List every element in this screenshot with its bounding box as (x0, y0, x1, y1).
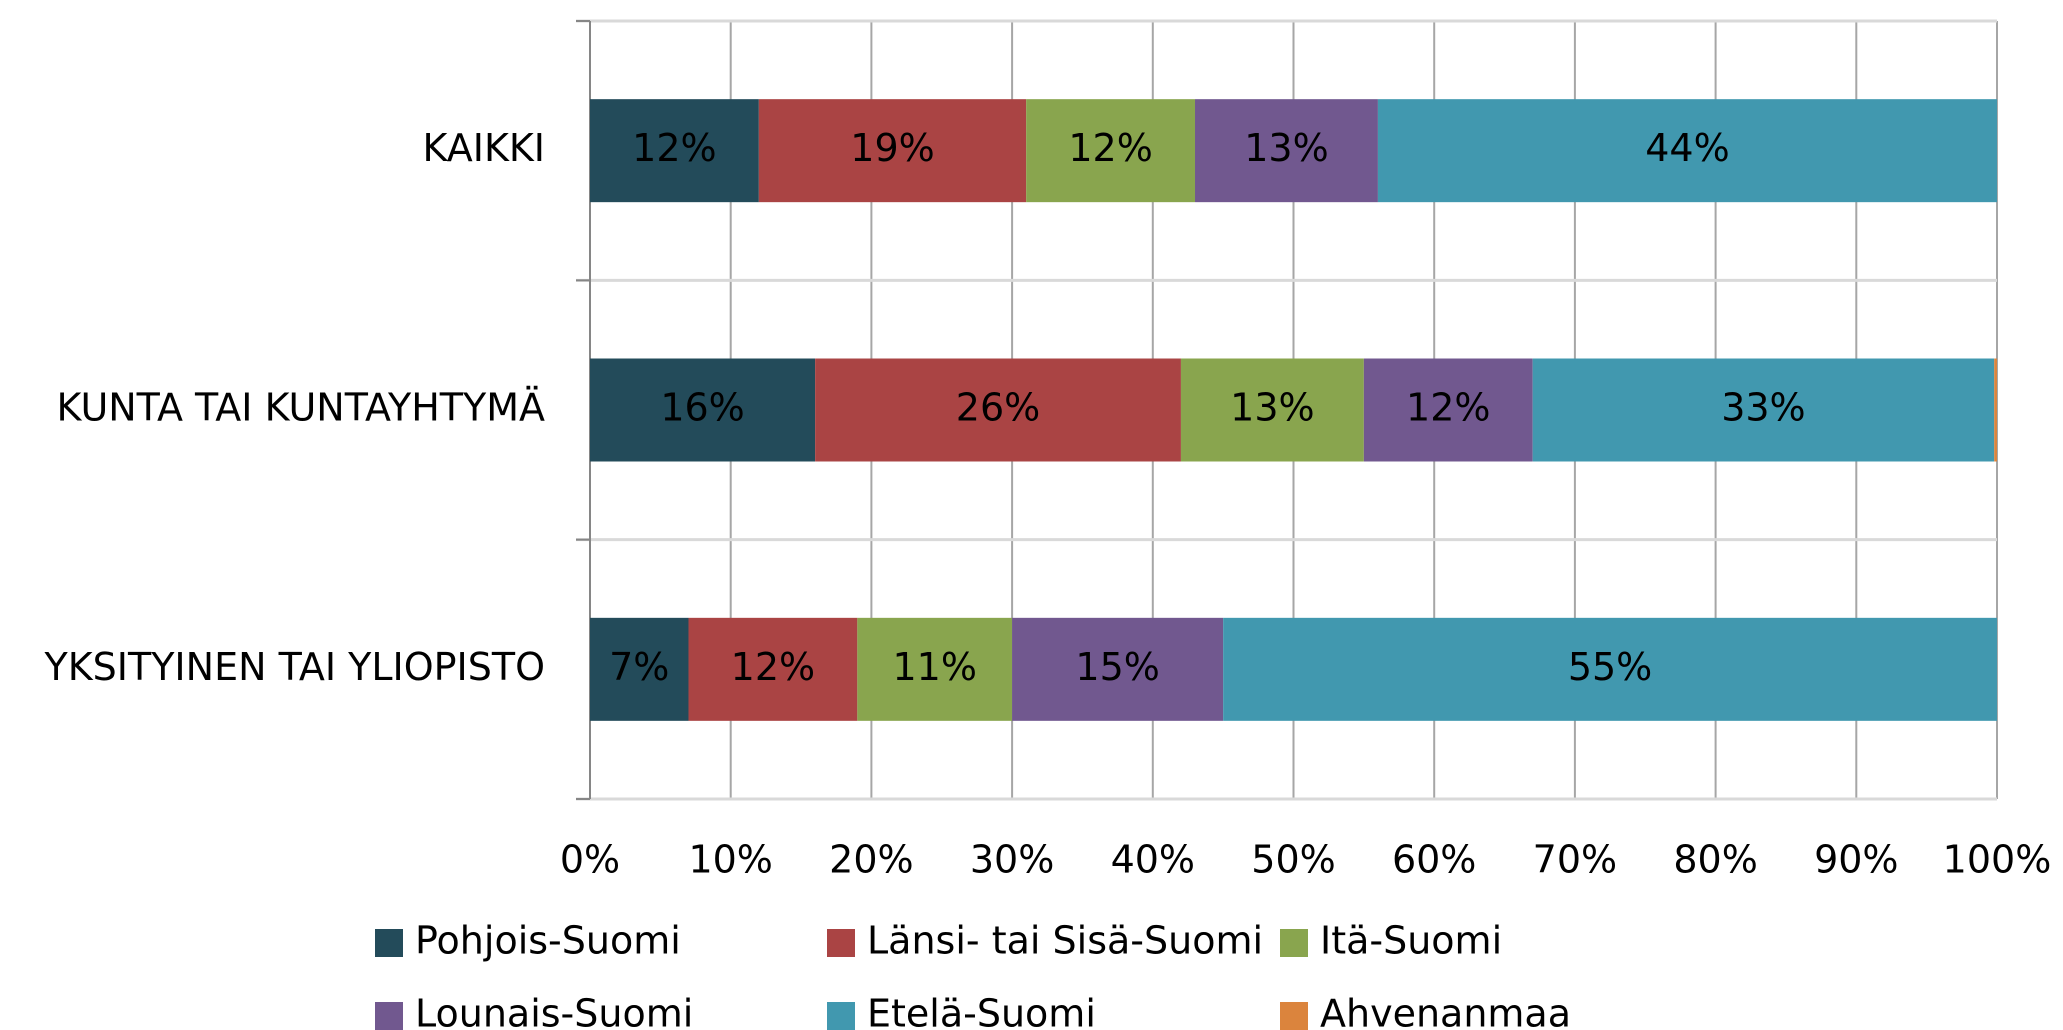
legend-swatch (375, 1002, 403, 1030)
bar-segment (1026, 99, 1196, 203)
data-label: 55% (1568, 645, 1652, 689)
bar-segment (857, 617, 1013, 721)
data-label: 13% (1230, 386, 1314, 430)
x-tick-label: 60% (1392, 838, 1476, 882)
x-tick-label: 0% (560, 838, 620, 882)
legend-swatch (375, 929, 403, 957)
legend-swatch (1280, 929, 1308, 957)
bar-segment (815, 358, 1181, 462)
x-tick-label: 20% (829, 838, 913, 882)
legend-label: Länsi- tai Sisä-Suomi (867, 919, 1263, 963)
data-label: 11% (892, 645, 976, 689)
data-label: 13% (1244, 126, 1328, 170)
bar-segment (590, 617, 689, 721)
bar-segment (688, 617, 858, 721)
data-label: 15% (1075, 645, 1159, 689)
legend-label: Itä-Suomi (1320, 919, 1502, 963)
legend-label: Etelä-Suomi (867, 992, 1096, 1030)
data-label: 12% (1406, 386, 1490, 430)
x-tick-label: 70% (1533, 838, 1617, 882)
data-label: 12% (1068, 126, 1152, 170)
bar-segment (1363, 358, 1533, 462)
x-tick-label: 50% (1251, 838, 1335, 882)
x-tick-label: 10% (688, 838, 772, 882)
data-label: 7% (609, 645, 669, 689)
x-tick-label: 100% (1943, 838, 2052, 882)
bar-segment (1012, 617, 1224, 721)
y-tick-label: YKSITYINEN TAI YLIOPISTO (44, 645, 545, 689)
bar-segment (1180, 358, 1364, 462)
x-tick-label: 90% (1814, 838, 1898, 882)
legend-label: Lounais-Suomi (415, 992, 693, 1030)
legend-swatch (827, 1002, 855, 1030)
legend-label: Pohjois-Suomi (415, 919, 681, 963)
data-label: 12% (632, 126, 716, 170)
legend-label: Ahvenanmaa (1320, 992, 1571, 1030)
x-tick-label: 40% (1111, 838, 1195, 882)
data-label: 19% (850, 126, 934, 170)
data-label: 12% (731, 645, 815, 689)
bar-segment (590, 358, 816, 462)
data-label: 33% (1721, 386, 1805, 430)
data-label: 44% (1645, 126, 1729, 170)
data-label: 16% (660, 386, 744, 430)
bar-segment (1223, 617, 1997, 721)
bar-segment (1377, 99, 1997, 203)
data-label: 26% (956, 386, 1040, 430)
legend-swatch (1280, 1002, 1308, 1030)
bar-segment (1532, 358, 1995, 462)
bar-segment (590, 99, 759, 203)
y-tick-label: KUNTA TAI KUNTAYHTYMÄ (57, 386, 545, 430)
x-tick-label: 30% (970, 838, 1054, 882)
bar-segment (1994, 358, 1997, 462)
x-tick-label: 80% (1673, 838, 1757, 882)
y-tick-label: KAIKKI (423, 126, 546, 170)
bar-segment (758, 99, 1027, 203)
legend-swatch (827, 929, 855, 957)
bar-segment (1195, 99, 1378, 203)
